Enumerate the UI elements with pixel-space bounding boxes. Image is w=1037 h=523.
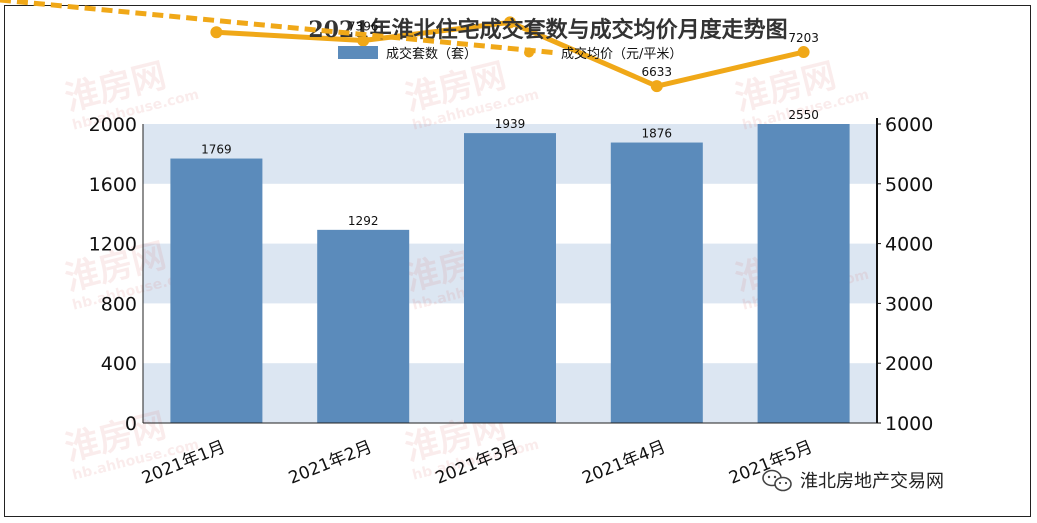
bars	[170, 124, 850, 424]
right-tick-label: 2000	[885, 353, 933, 375]
line-data-label: 7396	[348, 20, 379, 34]
right-tick-label: 5000	[885, 174, 933, 196]
line-data-label: 6633	[642, 65, 673, 79]
price-line-point	[504, 16, 516, 29]
footer-account-name: 淮北房地产交易网	[800, 471, 944, 492]
right-tick-label: 3000	[885, 293, 933, 315]
right-axis: 1000 2000 3000 4000 5000 6000	[876, 114, 933, 435]
legend-bar-label: 成交套数（套）	[386, 46, 477, 62]
legend-line-label: 成交均价（元/平米）	[561, 46, 682, 62]
bar	[170, 158, 263, 424]
price-line-point	[650, 80, 663, 93]
bar-labels: 1769 1292 1939 1876 2550	[201, 108, 819, 228]
bar	[317, 229, 410, 423]
legend-line-swatch	[0, 0, 554, 55]
legend: 成交套数（套） 成交均价（元/平米）	[0, 0, 682, 62]
left-tick-label: 1600	[89, 174, 137, 196]
left-tick-label: 0	[125, 413, 137, 435]
bar-data-label: 1769	[201, 143, 232, 157]
price-line	[210, 16, 810, 93]
price-line-point	[210, 26, 223, 39]
category-label: 2021年2月	[286, 437, 375, 489]
right-tick-label: 6000	[885, 114, 933, 136]
right-tick-label: 4000	[885, 234, 933, 256]
bar-data-label: 1939	[495, 117, 526, 131]
chart-title: 2021年淮北住宅成交套数与成交均价月度走势图	[308, 17, 787, 43]
wechat-icon	[762, 469, 792, 492]
bar	[757, 124, 850, 423]
bar-data-label: 2550	[788, 108, 819, 122]
bar	[464, 133, 556, 423]
price-line-point	[357, 34, 370, 47]
bar-data-label: 1292	[348, 214, 379, 228]
left-tick-label: 400	[101, 353, 137, 375]
category-label: 2021年4月	[580, 437, 669, 489]
price-line-point	[797, 46, 810, 59]
right-tick-label: 1000	[885, 413, 933, 435]
legend-bar-swatch	[338, 46, 378, 59]
bar	[610, 142, 703, 423]
left-axis: 0 400 800 1200 1600 2000	[89, 114, 877, 435]
legend-line-marker	[524, 47, 534, 58]
left-tick-label: 800	[101, 293, 137, 315]
left-tick-label: 1200	[89, 234, 137, 256]
left-tick-label: 2000	[89, 114, 137, 136]
footer-account: 淮北房地产交易网	[762, 469, 944, 492]
line-labels: 7396 6633 7203	[348, 20, 819, 80]
line-data-label: 7203	[788, 31, 819, 45]
bar-data-label: 1876	[642, 127, 673, 141]
